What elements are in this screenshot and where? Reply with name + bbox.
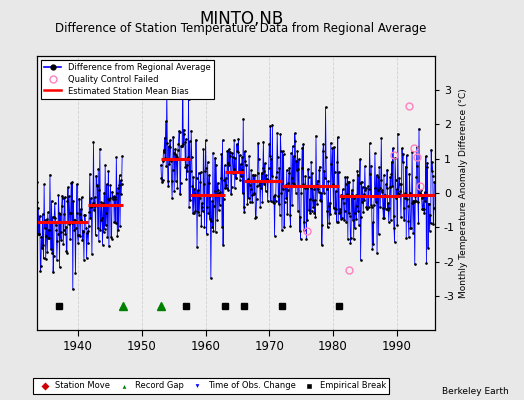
Text: Difference of Station Temperature Data from Regional Average: Difference of Station Temperature Data f… xyxy=(56,22,427,35)
Legend: Difference from Regional Average, Quality Control Failed, Estimated Station Mean: Difference from Regional Average, Qualit… xyxy=(41,60,214,99)
Legend: Station Move, Record Gap, Time of Obs. Change, Empirical Break: Station Move, Record Gap, Time of Obs. C… xyxy=(33,378,389,394)
Text: Berkeley Earth: Berkeley Earth xyxy=(442,387,508,396)
Text: MINTO,NB: MINTO,NB xyxy=(199,10,283,28)
Y-axis label: Monthly Temperature Anomaly Difference (°C): Monthly Temperature Anomaly Difference (… xyxy=(459,88,468,298)
